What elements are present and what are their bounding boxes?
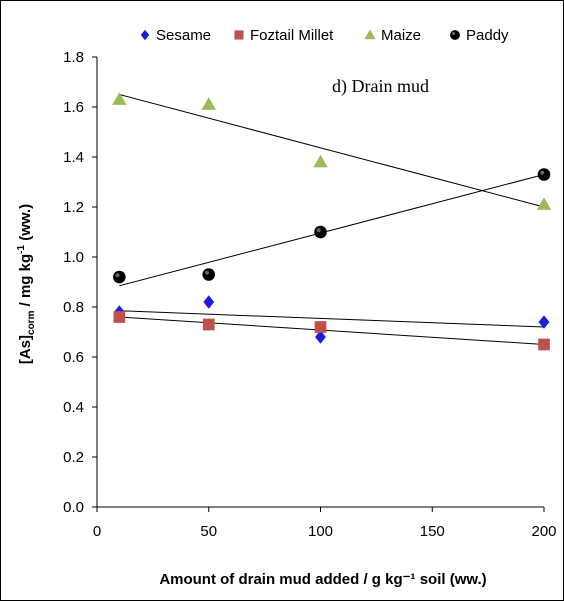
data-point-sesame [538, 315, 550, 329]
y-tick-label: 0.0 [63, 499, 84, 516]
legend-marker-paddy [450, 30, 460, 40]
y-tick-label: 0.2 [63, 449, 84, 466]
data-point-sesame [315, 330, 326, 344]
circle-marker-body [537, 168, 551, 181]
x-tick-label: 150 [420, 523, 445, 540]
data-point-foztail-millet [202, 318, 215, 331]
y-tick-label: 1.0 [63, 249, 84, 266]
circle-marker-highlight [115, 273, 120, 278]
trendlines [119, 94, 545, 345]
circle-marker-highlight [452, 32, 456, 36]
x-axis-title: Amount of drain mud added / g kg⁻¹ soil … [159, 571, 486, 588]
x-tick-label: 50 [200, 523, 217, 540]
data-point-sesame [203, 295, 215, 309]
y-axis-title-superscript: -1 [16, 245, 27, 254]
x-tick-label: 0 [93, 523, 101, 540]
y-axis-title-prefix: [As] [17, 335, 34, 364]
circle-marker-highlight [540, 170, 545, 175]
data-point-paddy [537, 168, 551, 181]
y-tick-label: 1.4 [63, 149, 84, 166]
y-tick-label: 0.4 [63, 399, 84, 416]
circle-marker-highlight [204, 270, 209, 275]
y-axis-title: [As]corm / mg kg-1 (ww.) [16, 204, 37, 364]
y-tick-label: 0.6 [63, 349, 84, 366]
y-tick-label: 0.8 [63, 299, 84, 316]
legend-label-maize: Maize [381, 27, 421, 44]
legend-label-paddy: Paddy [466, 27, 509, 44]
data-point-paddy [202, 268, 216, 281]
data-point-maize [313, 154, 328, 168]
circle-marker-body [202, 268, 216, 281]
y-axis-title-subscript: corm [26, 310, 37, 335]
trendline [119, 94, 545, 208]
data-point-foztail-millet [113, 311, 126, 323]
trendline [119, 310, 545, 328]
legend-label-foztail-millet: Foztail Millet [250, 27, 334, 44]
data-point-paddy [314, 225, 327, 239]
data-point-maize [112, 92, 127, 105]
circle-marker-body [450, 30, 460, 40]
legend-label-sesame: Sesame [156, 27, 211, 44]
x-tick-label: 200 [531, 523, 556, 540]
panel-annotation: d) Drain mud [332, 76, 429, 97]
trendline [119, 174, 545, 287]
legend: Sesame Foztail Millet Maize Paddy [140, 27, 509, 44]
trendline [119, 316, 545, 345]
circle-marker-body [113, 270, 126, 284]
legend-marker-maize [364, 29, 376, 40]
data-points [112, 92, 552, 351]
data-point-maize [201, 97, 216, 110]
legend-marker-foztail-millet [234, 30, 244, 40]
circle-marker-highlight [316, 228, 321, 233]
data-point-foztail-millet [314, 321, 327, 333]
y-axis-title-mid: / mg kg [17, 254, 34, 311]
legend-marker-sesame [140, 29, 150, 41]
y-tick-label: 1.2 [63, 199, 84, 216]
axes: 0.0 0.2 0.4 0.6 0.8 1.0 1.2 1.4 1.6 1.8 0 50 100 150 2… [63, 49, 556, 540]
y-axis-title-suffix: (ww.) [17, 204, 34, 245]
y-tick-label: 1.8 [63, 49, 84, 66]
circle-marker-body [314, 225, 327, 239]
data-point-foztail-millet [538, 338, 550, 351]
y-tick-label: 1.6 [63, 99, 84, 116]
data-point-maize [536, 197, 552, 210]
data-point-paddy [113, 270, 126, 284]
x-tick-label: 100 [308, 523, 333, 540]
